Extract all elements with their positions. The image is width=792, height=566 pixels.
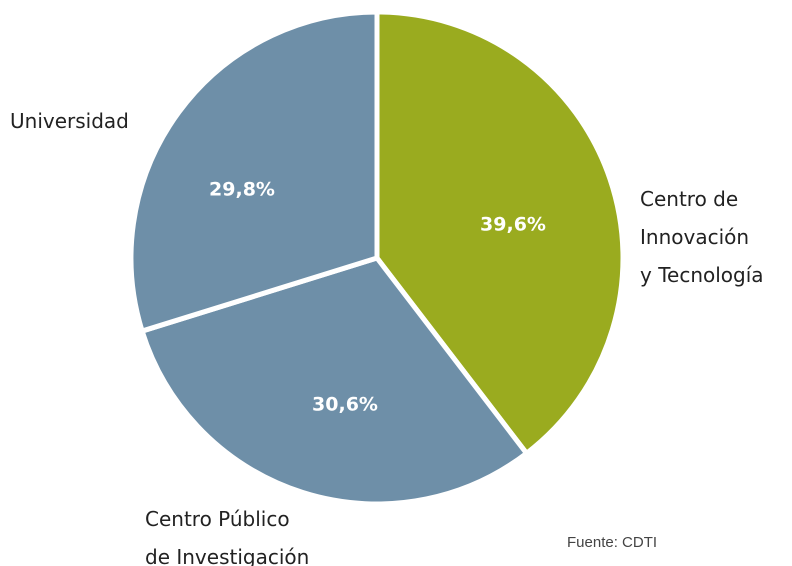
pie-slice bbox=[374, 9, 626, 456]
category-label: Centro Público de Investigación bbox=[145, 507, 309, 566]
category-label: Centro de Innovación y Tecnología bbox=[640, 187, 764, 287]
pie-slice bbox=[139, 255, 530, 507]
value-label: 29,8% bbox=[209, 179, 275, 201]
source-note: Fuente: CDTI bbox=[567, 534, 657, 551]
value-label: 30,6% bbox=[312, 394, 378, 416]
pie-slice bbox=[128, 9, 380, 334]
category-label: Universidad bbox=[10, 109, 129, 133]
value-label: 39,6% bbox=[480, 214, 546, 236]
